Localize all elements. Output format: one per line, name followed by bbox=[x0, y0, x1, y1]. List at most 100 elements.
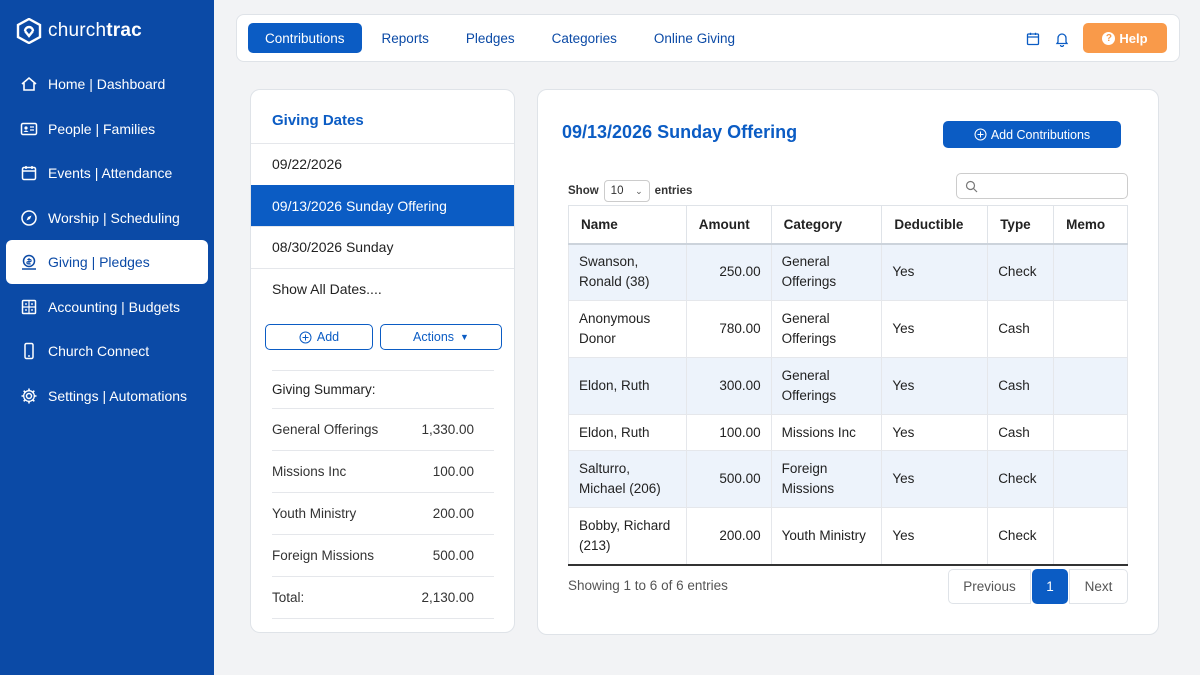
column-header-type[interactable]: Type bbox=[987, 205, 1055, 245]
page-size-value: 10 bbox=[610, 185, 624, 197]
sidebar-item-worship[interactable]: Worship | Scheduling bbox=[0, 196, 214, 241]
cell-amount: 300.00 bbox=[685, 357, 772, 415]
cell-deductible: Yes bbox=[881, 414, 989, 451]
tabs: Contributions Reports Pledges Categories… bbox=[248, 23, 755, 53]
table-row[interactable]: Anonymous Donor 780.00 General Offerings… bbox=[568, 300, 1128, 358]
sidebar-item-label: Church Connect bbox=[48, 343, 150, 360]
sidebar-item-accounting[interactable]: Accounting | Budgets bbox=[0, 284, 214, 329]
table-header-row: Name Amount Category Deductible Type Mem… bbox=[568, 205, 1128, 245]
sidebar-item-label: Worship | Scheduling bbox=[48, 210, 180, 227]
cell-memo bbox=[1053, 300, 1128, 358]
cell-type: Cash bbox=[987, 300, 1055, 358]
cell-memo bbox=[1053, 357, 1128, 415]
plus-circle-icon bbox=[299, 331, 312, 343]
date-item[interactable]: 08/30/2026 Sunday bbox=[251, 226, 514, 268]
date-list: 09/22/2026 09/13/2026 Sunday Offering 08… bbox=[251, 143, 514, 310]
table-info: Showing 1 to 6 of 6 entries bbox=[568, 578, 728, 593]
sidebar-item-label: Home | Dashboard bbox=[48, 76, 166, 93]
sidebar-item-giving[interactable]: Giving | Pledges bbox=[6, 240, 208, 285]
sidebar-nav: Home | Dashboard People | Families Event… bbox=[0, 62, 214, 418]
sidebar-item-label: Accounting | Budgets bbox=[48, 298, 181, 315]
sidebar-item-settings[interactable]: Settings | Automations bbox=[0, 374, 214, 419]
home-icon bbox=[20, 75, 38, 93]
cell-name: Eldon, Ruth bbox=[568, 414, 687, 451]
gear-icon bbox=[20, 387, 38, 405]
giving-summary-title: Giving Summary: bbox=[272, 371, 494, 409]
compass-icon bbox=[20, 209, 38, 227]
table-row[interactable]: Salturro, Michael (206) 500.00 Foreign M… bbox=[568, 450, 1128, 508]
page-title: 09/13/2026 Sunday Offering bbox=[562, 122, 798, 142]
giving-dates-title: Giving Dates bbox=[272, 112, 364, 129]
question-icon: ? bbox=[1102, 31, 1116, 45]
show-label: Show bbox=[568, 185, 599, 197]
add-contributions-label: Add Contributions bbox=[990, 127, 1091, 142]
page-size-select[interactable]: 10 ⌄ bbox=[603, 180, 650, 202]
cell-category: General Offerings bbox=[770, 300, 883, 358]
table-row[interactable]: Bobby, Richard (213) 200.00 Youth Minist… bbox=[568, 507, 1128, 565]
help-button[interactable]: ? Help bbox=[1083, 23, 1167, 53]
cell-category: Foreign Missions bbox=[770, 450, 883, 508]
tab-reports[interactable]: Reports bbox=[381, 30, 429, 46]
add-date-button[interactable]: Add bbox=[265, 324, 373, 350]
cell-category: General Offerings bbox=[770, 357, 883, 415]
column-header-memo[interactable]: Memo bbox=[1053, 205, 1128, 245]
search-icon bbox=[965, 180, 978, 192]
logo[interactable]: churchtrac bbox=[16, 18, 142, 44]
column-header-deductible[interactable]: Deductible bbox=[881, 205, 989, 245]
sidebar-item-events[interactable]: Events | Attendance bbox=[0, 151, 214, 196]
entries-label: entries bbox=[654, 185, 693, 197]
summary-row: Youth Ministry 200.00 bbox=[272, 493, 494, 535]
table-row[interactable]: Swanson, Ronald (38) 250.00 General Offe… bbox=[568, 243, 1128, 301]
summary-row: Missions Inc 100.00 bbox=[272, 451, 494, 493]
actions-label: Actions bbox=[413, 330, 455, 344]
bell-icon[interactable] bbox=[1054, 31, 1070, 47]
table-row[interactable]: Eldon, Ruth 100.00 Missions Inc Yes Cash bbox=[568, 414, 1128, 451]
sidebar-item-home[interactable]: Home | Dashboard bbox=[0, 62, 214, 107]
date-actions: Add Actions ▼ bbox=[265, 324, 502, 350]
contributions-table: Name Amount Category Deductible Type Mem… bbox=[568, 205, 1128, 566]
cell-type: Check bbox=[987, 450, 1055, 508]
add-contributions-button[interactable]: Add Contributions bbox=[943, 121, 1121, 148]
date-item[interactable]: 09/22/2026 bbox=[251, 143, 514, 185]
cell-amount: 500.00 bbox=[685, 450, 772, 508]
mobile-icon bbox=[20, 342, 38, 360]
sidebar-item-people[interactable]: People | Families bbox=[0, 107, 214, 152]
cell-deductible: Yes bbox=[881, 507, 989, 565]
column-header-amount[interactable]: Amount bbox=[685, 205, 772, 245]
contributions-panel: 09/13/2026 Sunday Offering Add Contribut… bbox=[537, 89, 1159, 635]
next-page-button[interactable]: Next bbox=[1069, 569, 1128, 604]
previous-page-button[interactable]: Previous bbox=[948, 569, 1031, 604]
column-header-name[interactable]: Name bbox=[568, 205, 687, 245]
top-tab-bar: Contributions Reports Pledges Categories… bbox=[236, 14, 1180, 62]
cell-name: Anonymous Donor bbox=[568, 300, 687, 358]
sidebar-item-church-connect[interactable]: Church Connect bbox=[0, 329, 214, 374]
table-row[interactable]: Eldon, Ruth 300.00 General Offerings Yes… bbox=[568, 357, 1128, 415]
search-box bbox=[956, 173, 1128, 199]
cell-category: General Offerings bbox=[770, 243, 883, 301]
tab-pledges[interactable]: Pledges bbox=[465, 30, 515, 46]
search-input[interactable] bbox=[984, 179, 1124, 193]
calendar-icon[interactable] bbox=[1025, 31, 1041, 47]
actions-dropdown[interactable]: Actions ▼ bbox=[380, 324, 502, 350]
sidebar-item-label: Giving | Pledges bbox=[48, 254, 150, 271]
sidebar: churchtrac Home | Dashboard People | Fam… bbox=[0, 0, 214, 675]
cell-name: Salturro, Michael (206) bbox=[568, 450, 687, 508]
cell-type: Cash bbox=[987, 414, 1055, 451]
cell-type: Check bbox=[987, 243, 1055, 301]
help-label: Help bbox=[1119, 30, 1148, 46]
tab-categories[interactable]: Categories bbox=[551, 30, 617, 46]
sidebar-item-label: People | Families bbox=[48, 120, 156, 137]
cell-category: Youth Ministry bbox=[770, 507, 883, 565]
show-all-dates-link[interactable]: Show All Dates.... bbox=[251, 267, 514, 310]
cell-name: Bobby, Richard (213) bbox=[568, 507, 687, 565]
giving-summary: Giving Summary: General Offerings 1,330.0… bbox=[272, 370, 494, 619]
date-item-selected[interactable]: 09/13/2026 Sunday Offering bbox=[251, 184, 514, 226]
cell-type: Check bbox=[987, 507, 1055, 565]
cell-deductible: Yes bbox=[881, 300, 989, 358]
tab-contributions[interactable]: Contributions bbox=[248, 23, 362, 53]
cell-amount: 780.00 bbox=[685, 300, 772, 358]
tab-online-giving[interactable]: Online Giving bbox=[653, 30, 735, 46]
column-header-category[interactable]: Category bbox=[770, 205, 883, 245]
cell-deductible: Yes bbox=[881, 357, 989, 415]
page-button-current[interactable]: 1 bbox=[1032, 569, 1068, 604]
